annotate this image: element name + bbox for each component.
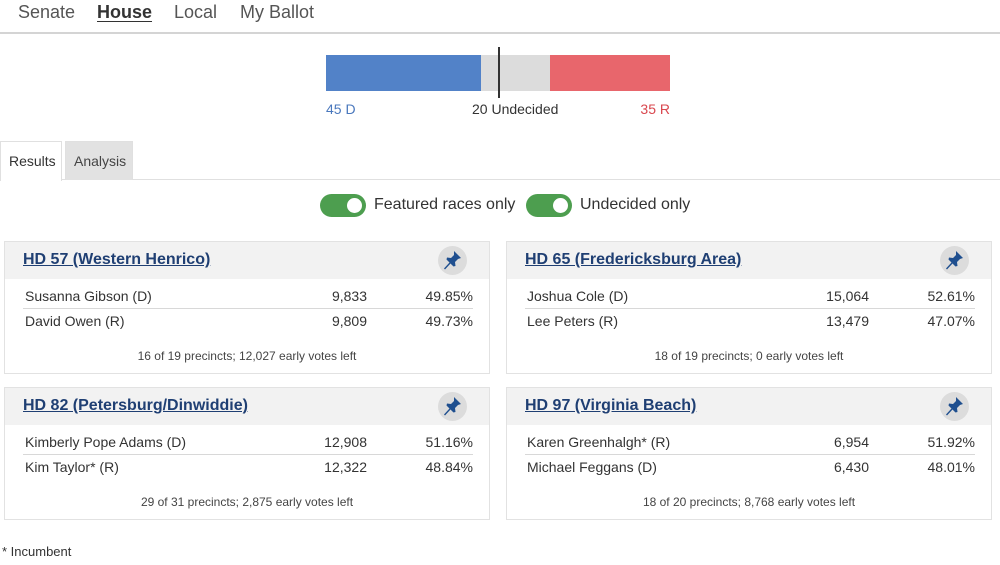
featured-races-label: Featured races only [374, 196, 516, 213]
race-card-header: HD 65 (Fredericksburg Area) [507, 242, 991, 279]
race-card-header: HD 57 (Western Henrico) [5, 242, 489, 279]
candidate-votes: 13,479 [826, 313, 869, 329]
dem-seats-segment [326, 55, 481, 91]
precincts-status: 18 of 19 precincts; 0 early votes left [654, 349, 844, 363]
view-tabs: Results Analysis [0, 141, 1000, 181]
candidate-row: David Owen (R) 9,809 49.73% [23, 309, 473, 334]
featured-races-switch[interactable] [320, 194, 366, 217]
pushpin-icon [444, 397, 461, 416]
incumbent-footnote: * Incumbent [2, 544, 72, 559]
race-card-hd97: HD 97 (Virginia Beach) Karen Greenhalgh*… [506, 387, 992, 520]
precincts-status: 18 of 20 precincts; 8,768 early votes le… [642, 495, 856, 509]
candidate-percent: 49.73% [425, 313, 473, 329]
undecided-only-label: Undecided only [580, 196, 691, 213]
candidate-name: Lee Peters (R) [527, 313, 619, 329]
undecided-seats-segment [481, 55, 550, 91]
race-card-hd57: HD 57 (Western Henrico) Susanna Gibson (… [4, 241, 490, 374]
candidate-votes: 9,833 [331, 288, 367, 304]
rep-seats-label: 35 R [640, 101, 670, 117]
race-title-link[interactable]: HD 57 (Western Henrico) [23, 251, 211, 268]
pin-race-button[interactable] [438, 246, 467, 275]
candidate-name: Joshua Cole (D) [527, 288, 629, 304]
candidate-row: Joshua Cole (D) 15,064 52.61% [525, 284, 975, 309]
candidate-row: Susanna Gibson (D) 9,833 49.85% [23, 284, 473, 309]
candidate-name: Susanna Gibson (D) [25, 288, 152, 304]
candidate-row: Kimberly Pope Adams (D) 12,908 51.16% [23, 430, 473, 455]
race-card-header: HD 82 (Petersburg/Dinwiddie) [5, 388, 489, 425]
race-title-link[interactable]: HD 82 (Petersburg/Dinwiddie) [23, 397, 248, 414]
nav-my-ballot[interactable]: My Ballot [240, 2, 315, 22]
undecided-seats-label: 20 Undecided [472, 101, 559, 117]
top-nav: Senate House Local My Ballot [0, 0, 1000, 34]
candidate-row: Kim Taylor* (R) 12,322 48.84% [23, 455, 473, 480]
precincts-status: 16 of 19 precincts; 12,027 early votes l… [137, 349, 357, 363]
race-title-link[interactable]: HD 97 (Virginia Beach) [525, 397, 697, 414]
nav-house[interactable]: House [97, 2, 153, 22]
tab-analysis[interactable]: Analysis [65, 141, 133, 180]
undecided-only-switch[interactable] [526, 194, 572, 217]
majority-line [498, 47, 500, 98]
nav-senate[interactable]: Senate [18, 2, 76, 22]
candidate-votes: 15,064 [826, 288, 869, 304]
candidate-votes: 6,954 [833, 434, 869, 450]
candidate-name: Kim Taylor* (R) [25, 459, 119, 475]
candidate-row: Michael Feggans (D) 6,430 48.01% [525, 455, 975, 480]
candidate-name: Kimberly Pope Adams (D) [25, 434, 187, 450]
nav-local[interactable]: Local [174, 2, 218, 22]
tab-results[interactable]: Results [0, 141, 62, 181]
rep-seats-segment [550, 55, 670, 91]
race-card-hd65: HD 65 (Fredericksburg Area) Joshua Cole … [506, 241, 992, 374]
candidate-percent: 48.01% [927, 459, 975, 475]
candidate-percent: 51.16% [425, 434, 473, 450]
pushpin-icon [946, 397, 963, 416]
race-title-link[interactable]: HD 65 (Fredericksburg Area) [525, 251, 742, 268]
switch-knob [553, 198, 568, 213]
candidate-percent: 49.85% [425, 288, 473, 304]
race-card-hd82: HD 82 (Petersburg/Dinwiddie) Kimberly Po… [4, 387, 490, 520]
candidate-row: Lee Peters (R) 13,479 47.07% [525, 309, 975, 334]
pin-race-button[interactable] [438, 392, 467, 421]
pushpin-icon [946, 251, 963, 270]
switch-knob [347, 198, 362, 213]
candidate-votes: 9,809 [331, 313, 367, 329]
candidate-votes: 12,908 [324, 434, 367, 450]
pin-race-button[interactable] [940, 246, 969, 275]
candidate-name: Karen Greenhalgh* (R) [527, 434, 671, 450]
candidate-percent: 52.61% [927, 288, 975, 304]
pin-race-button[interactable] [940, 392, 969, 421]
candidate-votes: 6,430 [833, 459, 869, 475]
candidate-percent: 47.07% [927, 313, 975, 329]
balance-of-power-bar [326, 47, 670, 98]
candidate-name: David Owen (R) [25, 313, 125, 329]
candidate-percent: 48.84% [425, 459, 473, 475]
pushpin-icon [444, 251, 461, 270]
race-card-header: HD 97 (Virginia Beach) [507, 388, 991, 425]
dem-seats-label: 45 D [326, 101, 356, 117]
precincts-status: 29 of 31 precincts; 2,875 early votes le… [140, 495, 354, 509]
candidate-percent: 51.92% [927, 434, 975, 450]
candidate-name: Michael Feggans (D) [527, 459, 657, 475]
candidate-row: Karen Greenhalgh* (R) 6,954 51.92% [525, 430, 975, 455]
candidate-votes: 12,322 [324, 459, 367, 475]
